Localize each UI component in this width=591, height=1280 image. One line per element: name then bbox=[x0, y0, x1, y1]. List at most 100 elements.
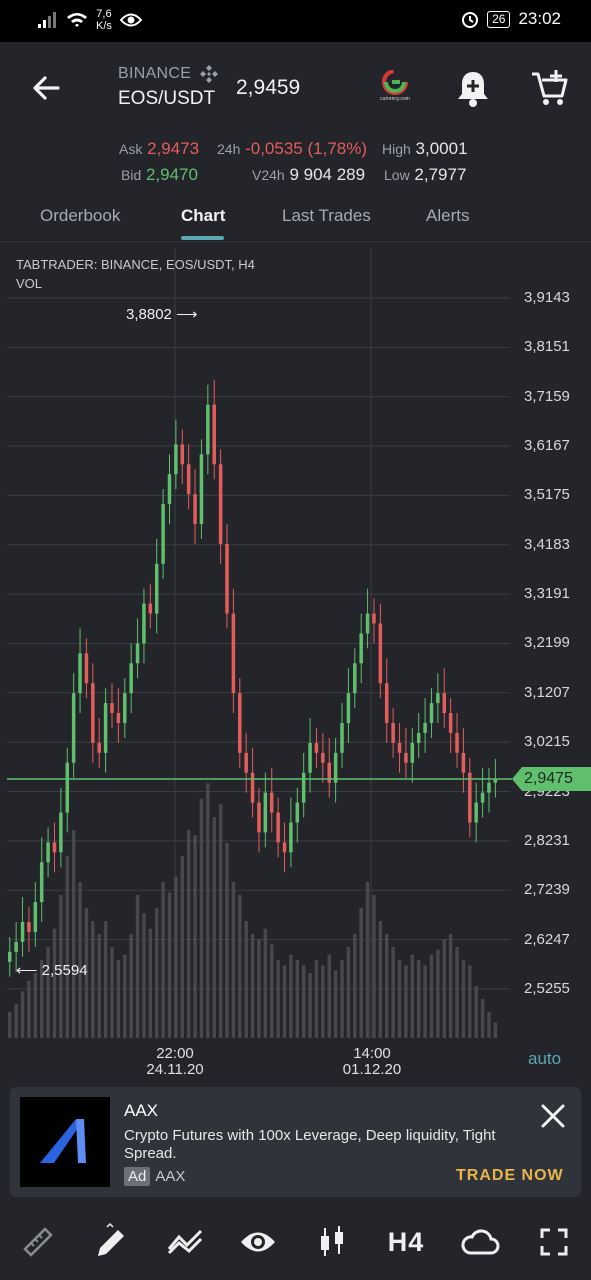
add-to-cart-icon[interactable] bbox=[530, 68, 570, 108]
cloud-sync-button[interactable] bbox=[460, 1222, 500, 1262]
price-axis-label: 3,5175 bbox=[524, 486, 570, 504]
low-label: Low bbox=[384, 167, 410, 183]
price-axis-label: 2,5255 bbox=[524, 979, 570, 997]
volume-bar bbox=[301, 965, 306, 1038]
volume-bar bbox=[282, 965, 287, 1038]
back-arrow-icon[interactable] bbox=[26, 68, 66, 108]
ad-advertiser: AAX bbox=[155, 1168, 186, 1185]
volume-bar bbox=[308, 973, 312, 1038]
volume-bar bbox=[289, 954, 293, 1038]
candle-body bbox=[39, 862, 44, 903]
candle-body bbox=[468, 772, 472, 823]
ticker-panel: Ask 2,9473 Bid 2,9470 24h -0,0535 (1,78%… bbox=[0, 134, 591, 190]
draw-tool-button[interactable] bbox=[90, 1222, 130, 1262]
header: BINANCE EOS/USDT 2,9459 currency.com bbox=[0, 42, 591, 134]
trade-now-button[interactable]: TRADE NOW bbox=[456, 1167, 564, 1184]
volume-bar bbox=[14, 1004, 18, 1038]
volume-bar bbox=[8, 1012, 12, 1038]
price-axis-label: 3,6167 bbox=[524, 437, 570, 455]
auto-scale-toggle[interactable]: auto bbox=[528, 1049, 562, 1068]
time-label: 22:00 24.11.20 bbox=[130, 1046, 220, 1078]
volume-bar bbox=[135, 895, 140, 1038]
candle-body bbox=[416, 732, 421, 743]
price-axis-label: 3,1207 bbox=[524, 683, 570, 701]
visibility-button[interactable] bbox=[238, 1222, 278, 1262]
indicators-button[interactable] bbox=[165, 1222, 205, 1262]
chart-title-line1: TABTRADER: BINANCE, EOS/USDT, H4 bbox=[16, 257, 255, 272]
ad-image[interactable] bbox=[20, 1097, 110, 1187]
volume-bar bbox=[97, 934, 101, 1038]
volume-bar bbox=[186, 830, 191, 1038]
tab-last-trades[interactable]: Last Trades bbox=[282, 206, 371, 225]
candle-body bbox=[154, 563, 159, 614]
candle-body bbox=[199, 454, 204, 525]
volume-bar bbox=[33, 973, 38, 1038]
chart-type-button[interactable] bbox=[313, 1222, 353, 1262]
volume-label: V24h bbox=[252, 167, 285, 183]
volume-bar bbox=[225, 843, 229, 1038]
price-chart[interactable]: TABTRADER: BINANCE, EOS/USDT, H4 VOL 3,9… bbox=[0, 243, 591, 1085]
volume-bar bbox=[59, 895, 63, 1038]
tab-alerts[interactable]: Alerts bbox=[426, 206, 470, 225]
change-row: 24h -0,0535 (1,78%) bbox=[217, 139, 367, 159]
candle-body bbox=[46, 842, 50, 863]
ask-value: 2,9473 bbox=[147, 139, 200, 158]
volume-bar bbox=[353, 934, 357, 1038]
candle-body bbox=[33, 902, 38, 932]
timeframe-button[interactable]: H4 bbox=[386, 1222, 426, 1262]
signal-icon bbox=[38, 12, 56, 28]
candle-body bbox=[436, 693, 440, 704]
currency-com-logo[interactable]: currency.com bbox=[372, 69, 418, 108]
candle-body bbox=[225, 543, 229, 614]
candle-body bbox=[27, 921, 31, 932]
candle-body bbox=[314, 742, 319, 753]
bid-row: Bid 2,9470 bbox=[121, 165, 198, 185]
volume-bar bbox=[27, 980, 31, 1038]
logo-subtitle: currency.com bbox=[380, 96, 410, 102]
exchange-name: BINANCE bbox=[118, 64, 219, 84]
candle-body bbox=[91, 683, 95, 743]
volume-bar bbox=[333, 970, 338, 1038]
chart-canvas[interactable] bbox=[0, 243, 591, 1085]
candle-body bbox=[52, 842, 57, 853]
candle-body bbox=[301, 772, 306, 803]
status-time: 23:02 bbox=[518, 9, 561, 28]
candle-body bbox=[161, 504, 165, 564]
candle-body bbox=[78, 653, 82, 694]
status-bar: 7,6 K/s 26 23:02 bbox=[0, 0, 591, 42]
volume-bar bbox=[148, 928, 153, 1038]
fullscreen-button[interactable] bbox=[534, 1222, 574, 1262]
volume-bar bbox=[461, 960, 466, 1038]
fullscreen-icon bbox=[540, 1228, 568, 1256]
volume-row: V24h 9 904 289 bbox=[252, 165, 365, 185]
time-label-date: 01.12.20 bbox=[342, 1061, 402, 1078]
volume-value: 9 904 289 bbox=[289, 165, 366, 184]
tab-chart[interactable]: Chart bbox=[181, 206, 226, 225]
volume-bar bbox=[468, 965, 472, 1038]
volume-bar bbox=[199, 798, 204, 1038]
ad-title[interactable]: AAX bbox=[124, 1101, 159, 1120]
candle-body bbox=[103, 703, 108, 753]
ad-banner[interactable]: AAX Crypto Futures with 100x Leverage, D… bbox=[10, 1087, 581, 1197]
candle-body bbox=[59, 812, 63, 853]
tab-bar: Orderbook Chart Last Trades Alerts bbox=[0, 196, 591, 242]
candle-body bbox=[116, 713, 121, 723]
tab-orderbook[interactable]: Orderbook bbox=[40, 206, 121, 225]
candle-body bbox=[404, 752, 408, 763]
pair-label: EOS/USDT bbox=[118, 88, 216, 109]
candle-body bbox=[448, 713, 453, 733]
ruler-tool-button[interactable] bbox=[18, 1222, 58, 1262]
speed-value: 7,6 bbox=[96, 8, 112, 20]
volume-bar bbox=[238, 895, 242, 1038]
candle-body bbox=[333, 752, 338, 783]
ad-description[interactable]: Crypto Futures with 100x Leverage, Deep … bbox=[124, 1127, 496, 1162]
volume-bar bbox=[404, 965, 408, 1038]
volume-bar bbox=[263, 928, 268, 1038]
close-icon[interactable] bbox=[538, 1101, 568, 1131]
candle-body bbox=[142, 603, 146, 644]
period-low-marker: ⟵ 2,5594 bbox=[16, 962, 88, 979]
candle-body bbox=[365, 613, 370, 634]
add-alert-bell-icon[interactable] bbox=[455, 68, 491, 108]
candle-body bbox=[442, 693, 447, 714]
candle-body bbox=[487, 782, 491, 793]
